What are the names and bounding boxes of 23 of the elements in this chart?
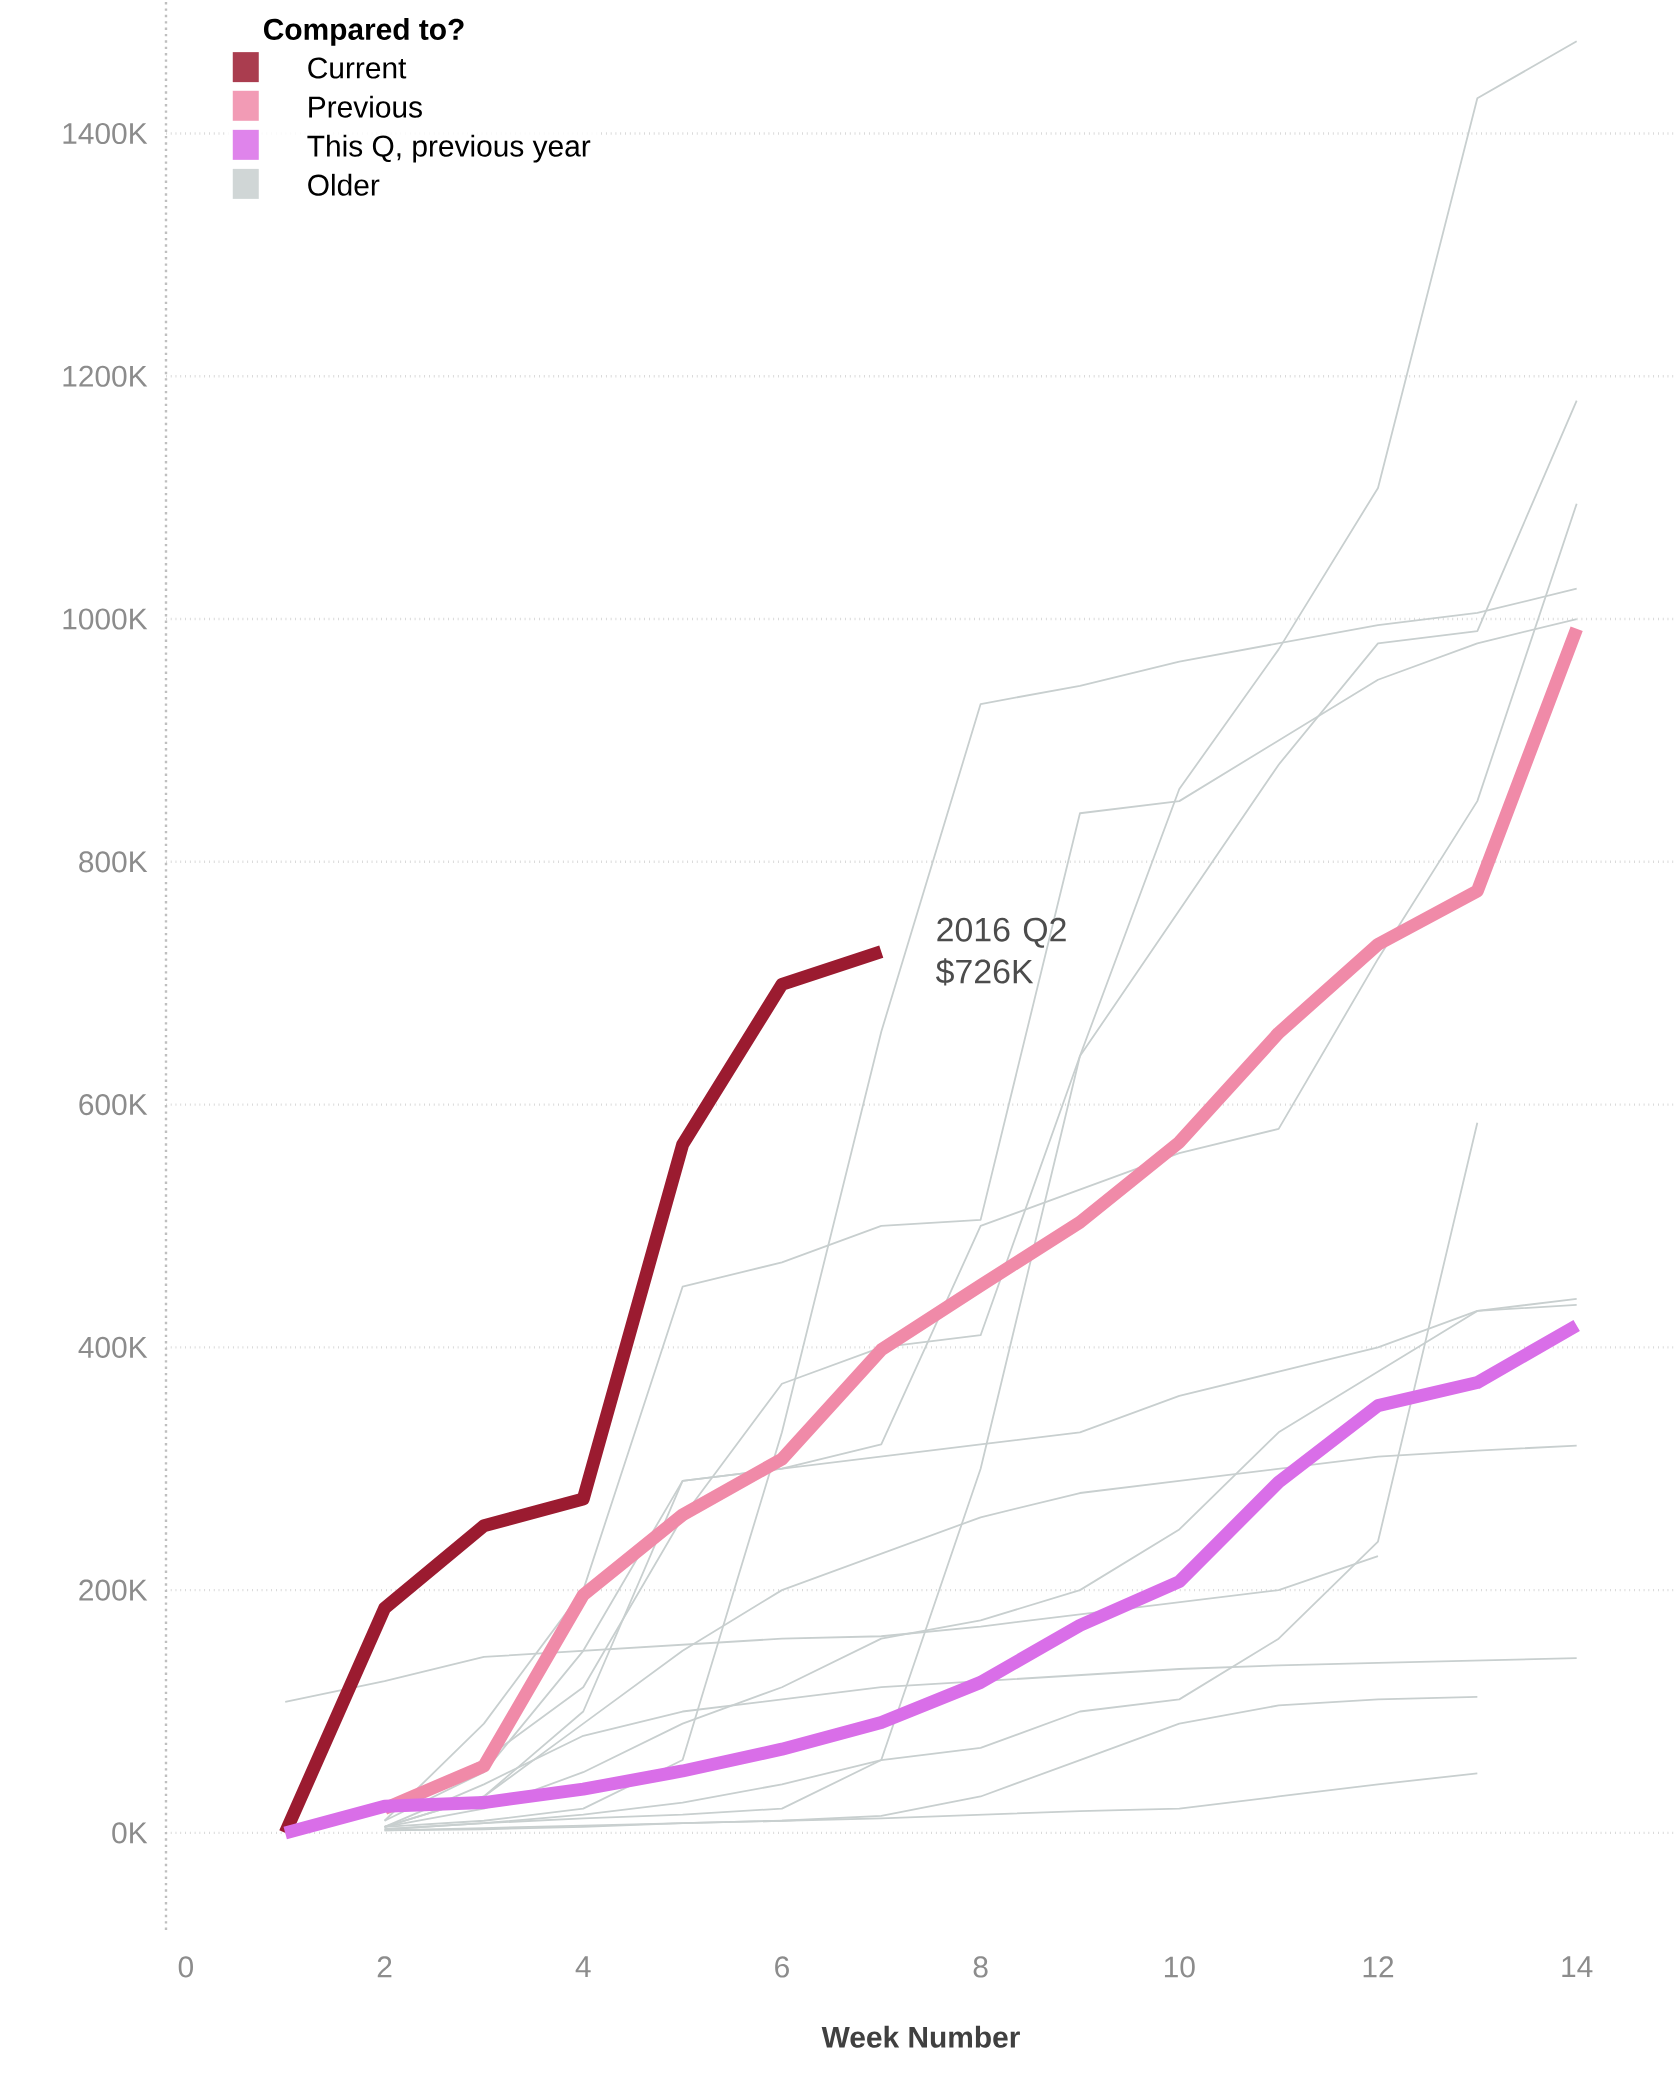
legend-label: Older xyxy=(308,173,380,196)
legend-label: Previous xyxy=(309,95,422,118)
y-tick-label: 1400K xyxy=(63,122,148,145)
y-tick-label: 1200K xyxy=(63,365,148,387)
x-tick-label: 0 xyxy=(178,1956,193,1978)
x-tick-label: 8 xyxy=(973,1956,988,1978)
x-axis-title: Week Number xyxy=(821,2025,1020,2048)
x-tick-label: 2 xyxy=(377,1956,392,1978)
x-tick-label: 6 xyxy=(775,1956,789,1978)
x-tick-label: 4 xyxy=(575,1956,591,1977)
x-tick-label: 12 xyxy=(1363,1956,1394,1978)
y-tick-label: 0K xyxy=(112,1822,148,1844)
legend-title: Compared to? xyxy=(263,18,464,46)
legend-label: This Q, previous year xyxy=(307,134,591,163)
legend-label: Current xyxy=(308,57,407,79)
y-tick-label: 1000K xyxy=(63,608,148,630)
annotation: 2016 Q2 $726K xyxy=(936,917,1066,986)
y-tick-label: 800K xyxy=(79,851,148,873)
x-tick-label: 14 xyxy=(1562,1956,1593,1977)
y-tick-label: 200K xyxy=(79,1579,148,1601)
y-tick-label: 400K xyxy=(78,1336,148,1358)
x-tick-label: 10 xyxy=(1164,1956,1195,1978)
y-tick-label: 600K xyxy=(79,1093,148,1116)
